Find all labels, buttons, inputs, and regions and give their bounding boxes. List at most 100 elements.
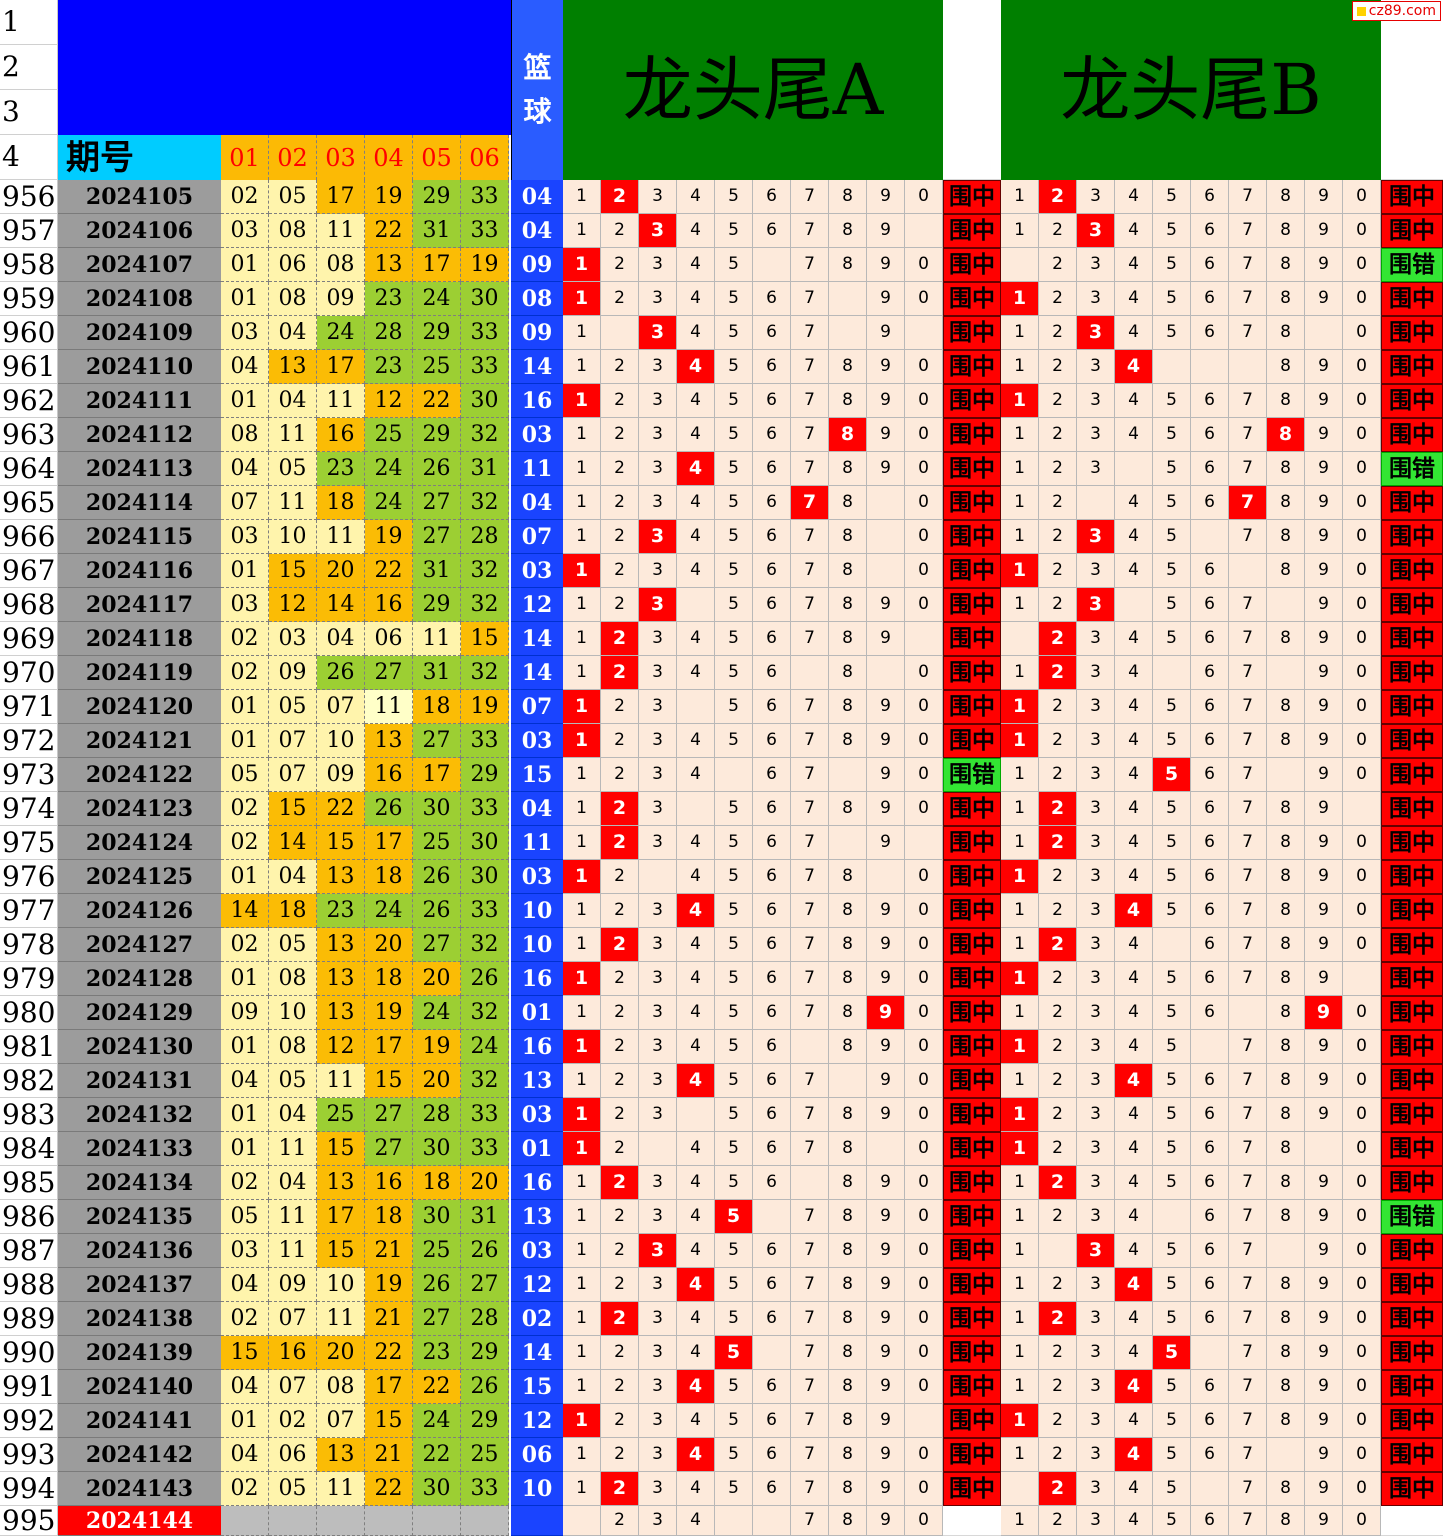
digit-a: 0 xyxy=(905,1166,943,1200)
ball-number: 31 xyxy=(461,452,509,486)
digit-a: 7 xyxy=(791,1438,829,1472)
ball-number: 13 xyxy=(317,1166,365,1200)
watermark-logo: cz89.com xyxy=(1351,1,1441,21)
digit-a: 9 xyxy=(867,690,905,724)
digit-b: 9 xyxy=(1305,554,1343,588)
row-header: 973 xyxy=(0,758,58,792)
digit-b: 8 xyxy=(1267,214,1305,248)
digit-b: 2 xyxy=(1039,554,1077,588)
digit-b: 6 xyxy=(1191,282,1229,316)
row-header: 993 xyxy=(0,1438,58,1472)
digit-a: 3 xyxy=(639,1404,677,1438)
digit-b: 0 xyxy=(1343,214,1381,248)
digit-b: 1 xyxy=(1001,1438,1039,1472)
ball-number: 11 xyxy=(317,214,365,248)
digit-a xyxy=(563,1506,601,1536)
digit-a: 8 xyxy=(829,1268,867,1302)
digit-a: 3 xyxy=(639,248,677,282)
digit-b: 4 xyxy=(1115,1472,1153,1506)
row-header: 958 xyxy=(0,248,58,282)
digit-a: 0 xyxy=(905,928,943,962)
digit-b: 4 xyxy=(1115,418,1153,452)
result-b-badge: 围中 xyxy=(1381,282,1443,316)
result-b-badge: 围中 xyxy=(1381,1166,1443,1200)
digit-a: 3 xyxy=(639,1200,677,1234)
result-a-badge: 围中 xyxy=(943,792,1001,826)
digit-b: 0 xyxy=(1343,588,1381,622)
digit-a: 0 xyxy=(905,792,943,826)
ball-number: 17 xyxy=(317,180,365,214)
result-a-badge: 围中 xyxy=(943,316,1001,350)
digit-a: 7 xyxy=(791,282,829,316)
digit-b-hit: 1 xyxy=(1001,282,1039,316)
digit-b: 3 xyxy=(1077,1472,1115,1506)
digit-b: 5 xyxy=(1153,1132,1191,1166)
digit-a-hit: 4 xyxy=(677,350,715,384)
result-a-badge: 围中 xyxy=(943,1064,1001,1098)
digit-b: 5 xyxy=(1153,1268,1191,1302)
ball-number: 27 xyxy=(365,656,413,690)
digit-b: 5 xyxy=(1153,1370,1191,1404)
digit-b: 0 xyxy=(1343,316,1381,350)
ball-number: 19 xyxy=(365,996,413,1030)
digit-b: 5 xyxy=(1153,520,1191,554)
digit-b: 0 xyxy=(1343,520,1381,554)
ball-number: 15 xyxy=(365,1064,413,1098)
ball-number: 09 xyxy=(221,996,269,1030)
digit-a: 4 xyxy=(677,724,715,758)
digit-b: 7 xyxy=(1229,622,1267,656)
ball-number: 18 xyxy=(365,962,413,996)
digit-a: 8 xyxy=(829,962,867,996)
result-a-badge: 围中 xyxy=(943,520,1001,554)
result-a-badge: 围中 xyxy=(943,1132,1001,1166)
result-b-badge: 围中 xyxy=(1381,860,1443,894)
ball-number: 26 xyxy=(461,1234,509,1268)
digit-a: 5 xyxy=(715,1472,753,1506)
basketball-number: 14 xyxy=(511,1336,563,1370)
digit-b: 1 xyxy=(1001,486,1039,520)
ball-number: 19 xyxy=(365,520,413,554)
ball-number: 11 xyxy=(269,486,317,520)
digit-b: 1 xyxy=(1001,1336,1039,1370)
digit-a: 6 xyxy=(753,384,791,418)
row-header: 982 xyxy=(0,1064,58,1098)
result-b-badge: 围中 xyxy=(1381,724,1443,758)
ball-number: 08 xyxy=(269,214,317,248)
digit-b: 0 xyxy=(1343,928,1381,962)
ball-number: 29 xyxy=(413,180,461,214)
basketball-number: 03 xyxy=(511,1098,563,1132)
digit-b: 4 xyxy=(1115,1098,1153,1132)
digit-a: 7 xyxy=(791,894,829,928)
ball-number: 04 xyxy=(269,1166,317,1200)
ball-number-empty xyxy=(413,1506,461,1536)
digit-b: 1 xyxy=(1001,214,1039,248)
basketball-number: 03 xyxy=(511,1234,563,1268)
digit-a: 0 xyxy=(905,282,943,316)
digit-b: 3 xyxy=(1077,1370,1115,1404)
period-cell: 2024107 xyxy=(58,248,221,282)
ball-number: 18 xyxy=(413,690,461,724)
digit-b: 6 xyxy=(1191,792,1229,826)
row-header: 983 xyxy=(0,1098,58,1132)
ball-number: 11 xyxy=(269,418,317,452)
ball-number: 01 xyxy=(221,962,269,996)
digit-b xyxy=(1267,588,1305,622)
ball-number: 15 xyxy=(221,1336,269,1370)
ball-number: 08 xyxy=(317,1370,365,1404)
digit-a: 8 xyxy=(829,690,867,724)
watermark-text: cz89.com xyxy=(1368,3,1436,19)
digit-a: 5 xyxy=(715,1404,753,1438)
ball-number: 01 xyxy=(221,1098,269,1132)
digit-b: 9 xyxy=(1305,724,1343,758)
digit-a: 4 xyxy=(677,1404,715,1438)
digit-b xyxy=(1001,1472,1039,1506)
digit-b: 4 xyxy=(1115,486,1153,520)
ball-number: 01 xyxy=(221,1132,269,1166)
digit-b: 2 xyxy=(1039,724,1077,758)
digit-a: 2 xyxy=(601,860,639,894)
ball-column-header: 04 xyxy=(365,135,413,180)
ball-number: 33 xyxy=(461,1472,509,1506)
period-cell: 2024111 xyxy=(58,384,221,418)
digit-b: 8 xyxy=(1267,1268,1305,1302)
digit-a: 7 xyxy=(791,1064,829,1098)
